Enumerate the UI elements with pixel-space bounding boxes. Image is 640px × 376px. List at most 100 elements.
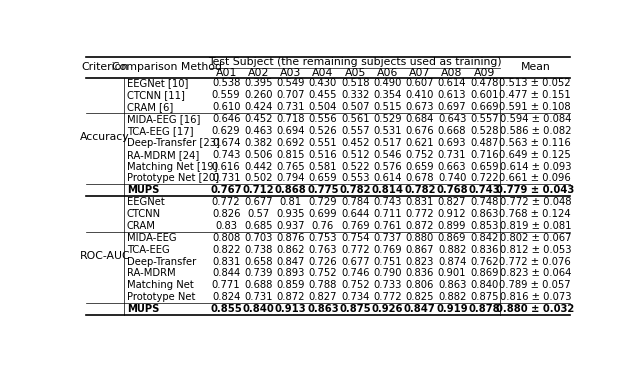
Text: 0.478: 0.478	[470, 79, 499, 88]
Text: 0.880: 0.880	[406, 233, 434, 243]
Text: 0.824: 0.824	[212, 292, 241, 302]
Text: 0.506: 0.506	[244, 150, 273, 160]
Text: EEGNet [10]: EEGNet [10]	[127, 79, 188, 88]
Text: 0.629: 0.629	[212, 126, 241, 136]
Text: A02: A02	[248, 68, 269, 77]
Text: 0.822: 0.822	[212, 245, 241, 255]
Text: 0.926: 0.926	[372, 304, 403, 314]
Text: 0.676: 0.676	[406, 126, 434, 136]
Text: 0.452: 0.452	[341, 138, 369, 148]
Text: 0.716: 0.716	[470, 150, 499, 160]
Text: 0.847: 0.847	[404, 304, 436, 314]
Text: 0.504: 0.504	[309, 102, 337, 112]
Text: ROC-AUC: ROC-AUC	[79, 250, 130, 261]
Text: 0.614: 0.614	[373, 173, 402, 183]
Text: 0.844: 0.844	[212, 268, 240, 278]
Text: 0.789 ± 0.057: 0.789 ± 0.057	[499, 280, 571, 290]
Text: 0.768 ± 0.124: 0.768 ± 0.124	[499, 209, 571, 219]
Text: 0.731: 0.731	[212, 173, 241, 183]
Text: 0.872: 0.872	[406, 221, 434, 231]
Text: 0.831: 0.831	[406, 197, 434, 207]
Text: Deep-Transfer: Deep-Transfer	[127, 256, 196, 267]
Text: 0.743: 0.743	[212, 150, 241, 160]
Text: 0.912: 0.912	[438, 209, 467, 219]
Text: Comparison Method: Comparison Method	[112, 62, 222, 72]
Text: 0.677: 0.677	[341, 256, 369, 267]
Text: 0.731: 0.731	[276, 102, 305, 112]
Text: 0.455: 0.455	[308, 90, 337, 100]
Text: 0.842: 0.842	[470, 233, 499, 243]
Text: 0.740: 0.740	[438, 173, 467, 183]
Text: 0.586 ± 0.082: 0.586 ± 0.082	[500, 126, 571, 136]
Text: 0.880 ± 0.032: 0.880 ± 0.032	[496, 304, 574, 314]
Text: 0.752: 0.752	[406, 150, 434, 160]
Text: 0.772: 0.772	[406, 209, 434, 219]
Text: 0.563 ± 0.116: 0.563 ± 0.116	[499, 138, 571, 148]
Text: 0.529: 0.529	[373, 114, 402, 124]
Text: A05: A05	[344, 68, 366, 77]
Text: 0.410: 0.410	[406, 90, 434, 100]
Text: A06: A06	[377, 68, 398, 77]
Text: 0.743: 0.743	[373, 197, 402, 207]
Text: 0.515: 0.515	[373, 102, 402, 112]
Text: 0.751: 0.751	[373, 256, 402, 267]
Text: 0.614 ± 0.093: 0.614 ± 0.093	[500, 162, 571, 171]
Text: 0.847: 0.847	[276, 256, 305, 267]
Text: 0.869: 0.869	[438, 233, 467, 243]
Text: 0.712: 0.712	[243, 185, 275, 195]
Text: 0.746: 0.746	[341, 268, 369, 278]
Text: Test Subject (the remaining subjects used as training): Test Subject (the remaining subjects use…	[209, 57, 502, 67]
Text: 0.815: 0.815	[276, 150, 305, 160]
Text: A03: A03	[280, 68, 301, 77]
Text: 0.646: 0.646	[212, 114, 241, 124]
Text: 0.442: 0.442	[244, 162, 273, 171]
Text: 0.613: 0.613	[438, 90, 467, 100]
Text: 0.752: 0.752	[341, 280, 369, 290]
Text: 0.769: 0.769	[373, 245, 402, 255]
Text: 0.699: 0.699	[308, 209, 337, 219]
Text: 0.779 ± 0.043: 0.779 ± 0.043	[496, 185, 574, 195]
Text: 0.538: 0.538	[212, 79, 241, 88]
Text: 0.658: 0.658	[244, 256, 273, 267]
Text: 0.863: 0.863	[438, 280, 467, 290]
Text: Criterion: Criterion	[81, 62, 129, 72]
Text: 0.561: 0.561	[341, 114, 369, 124]
Text: 0.882: 0.882	[438, 245, 467, 255]
Text: A07: A07	[409, 68, 431, 77]
Text: 0.674: 0.674	[212, 138, 241, 148]
Text: A08: A08	[442, 68, 463, 77]
Text: 0.553: 0.553	[341, 173, 369, 183]
Text: 0.354: 0.354	[373, 90, 402, 100]
Text: 0.559: 0.559	[212, 90, 241, 100]
Text: CTCNN [11]: CTCNN [11]	[127, 90, 185, 100]
Text: 0.594 ± 0.084: 0.594 ± 0.084	[500, 114, 571, 124]
Text: 0.768: 0.768	[436, 185, 468, 195]
Text: 0.581: 0.581	[308, 162, 337, 171]
Text: 0.836: 0.836	[406, 268, 434, 278]
Text: RA-MDRM [24]: RA-MDRM [24]	[127, 150, 199, 160]
Text: 0.827: 0.827	[308, 292, 337, 302]
Text: Prototype Net: Prototype Net	[127, 292, 195, 302]
Text: 0.771: 0.771	[212, 280, 241, 290]
Text: 0.761: 0.761	[373, 221, 402, 231]
Text: 0.816 ± 0.073: 0.816 ± 0.073	[500, 292, 571, 302]
Text: 0.862: 0.862	[276, 245, 305, 255]
Text: 0.840: 0.840	[470, 280, 499, 290]
Text: 0.772: 0.772	[212, 197, 241, 207]
Text: 0.763: 0.763	[308, 245, 337, 255]
Text: 0.557: 0.557	[470, 114, 499, 124]
Text: 0.614: 0.614	[438, 79, 467, 88]
Text: 0.616: 0.616	[212, 162, 241, 171]
Text: 0.831: 0.831	[212, 256, 241, 267]
Text: 0.876: 0.876	[276, 233, 305, 243]
Text: 0.772 ± 0.048: 0.772 ± 0.048	[500, 197, 571, 207]
Text: 0.673: 0.673	[406, 102, 434, 112]
Text: 0.707: 0.707	[276, 90, 305, 100]
Text: 0.551: 0.551	[308, 138, 337, 148]
Text: CRAM: CRAM	[127, 221, 156, 231]
Text: 0.659: 0.659	[406, 162, 434, 171]
Text: 0.825: 0.825	[406, 292, 434, 302]
Text: A04: A04	[312, 68, 333, 77]
Text: 0.790: 0.790	[373, 268, 402, 278]
Text: 0.893: 0.893	[276, 268, 305, 278]
